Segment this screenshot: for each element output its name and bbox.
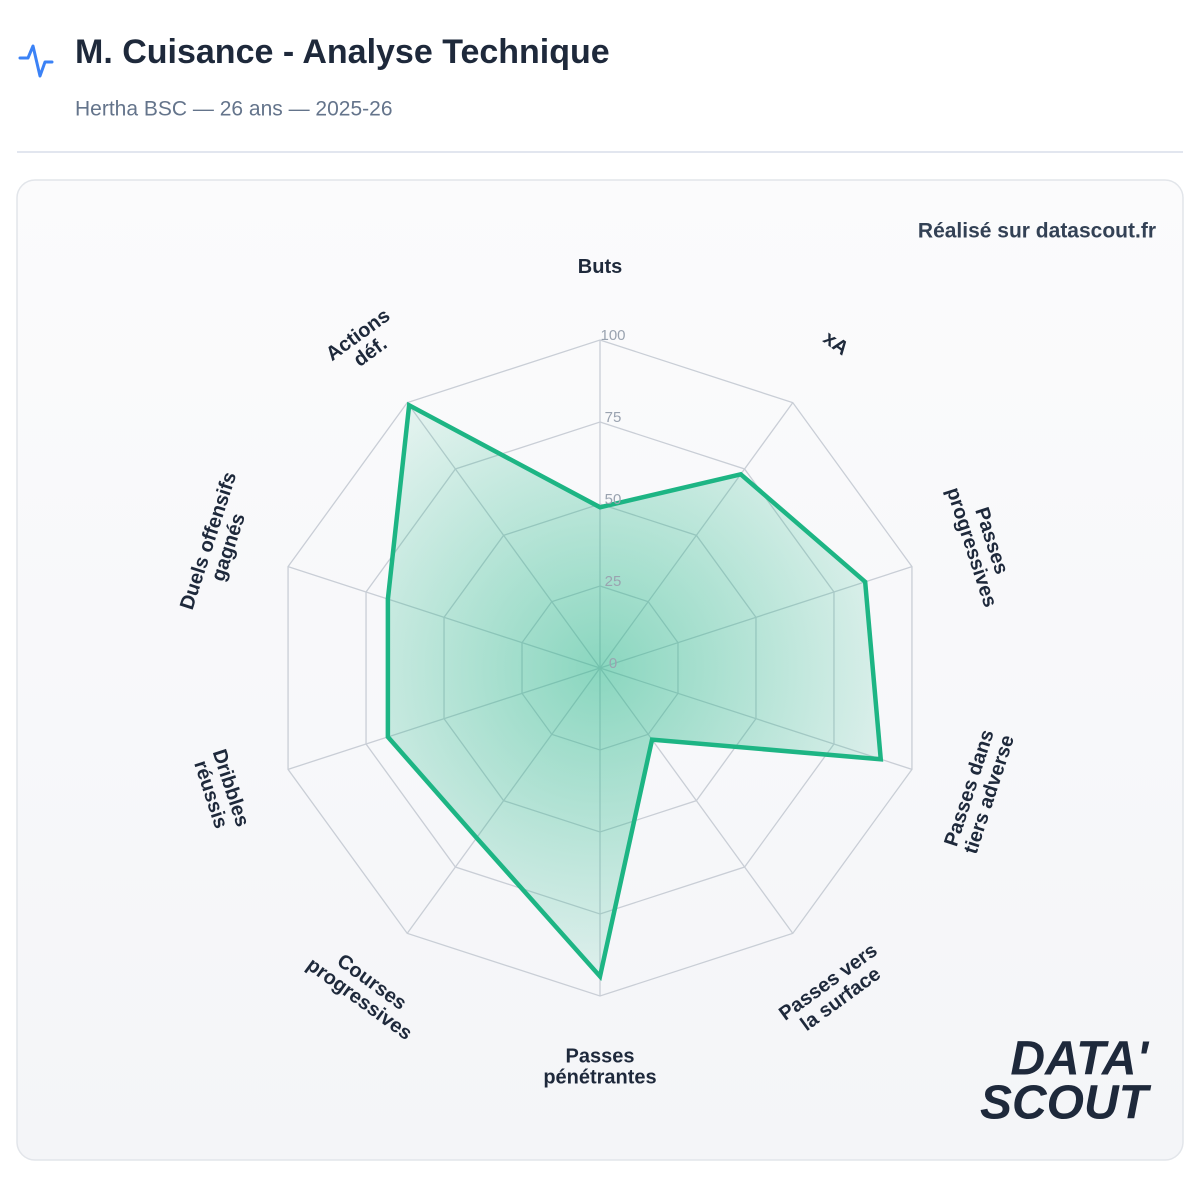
logo: DATA' SCOUT [980,1033,1152,1130]
title: M. Cuisance - Analyse Technique [75,33,610,71]
r-tick-label: 100 [600,327,625,344]
axis-label-line: Passes [566,1046,635,1068]
logo-line: DATA' [1010,1033,1149,1086]
icon [18,44,54,78]
r-tick-label: 50 [605,491,622,508]
axis-label: Buts [578,256,622,278]
subtitle: Hertha BSC — 26 ans — 2025-26 [75,98,393,121]
axis-label-line: Buts [578,256,622,278]
r-tick-label: 0 [609,655,617,672]
axis-label: Passes pénétrantes [543,1046,656,1089]
axis-label-line: pénétrantes [543,1067,656,1089]
credit: Réalisé sur datascout.fr [918,220,1156,243]
r-tick-label: 25 [605,573,622,590]
logo-line: SCOUT [980,1077,1152,1130]
r-tick-label: 75 [605,409,622,426]
area [385,401,884,982]
